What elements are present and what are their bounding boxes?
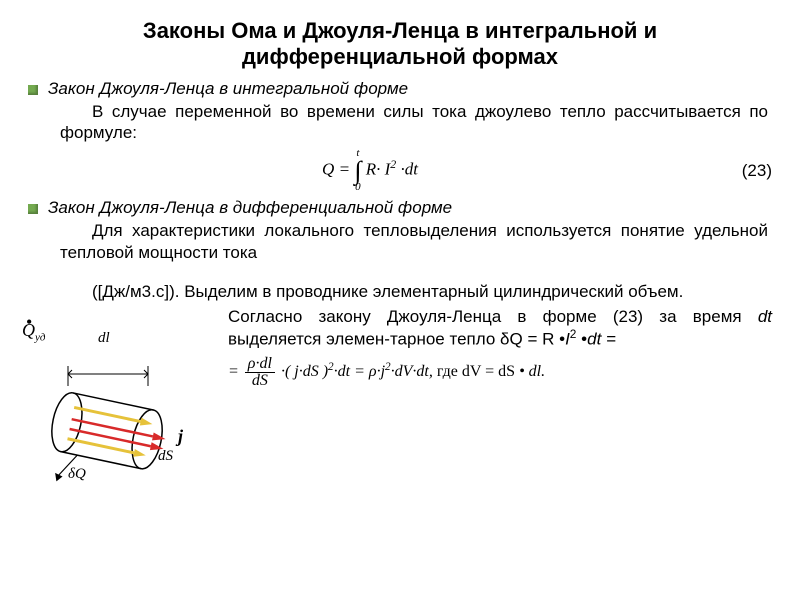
formula-23: Q = t ∫ 0 R· I2 ·dt (28, 149, 712, 192)
lower-block: dl (28, 306, 772, 486)
text3a: Согласно закону Джоуля-Ленца в форме (23… (228, 307, 758, 326)
rho: ρ (248, 355, 256, 372)
label-dl: dl (98, 330, 110, 347)
dt3: dt (416, 364, 428, 381)
sym-R: R (366, 160, 376, 179)
int-lower: 0 (355, 183, 361, 193)
section1-heading-row: Закон Джоуля-Ленца в интегральной форме (28, 79, 772, 99)
section2-text1: Для характеристики локального тепловыдел… (60, 220, 768, 263)
formula-number-23: (23) (712, 161, 772, 181)
sym-eq: = (339, 160, 355, 179)
section1-text: В случае переменной во времени силы тока… (60, 101, 768, 144)
int-symbol: ∫ (354, 159, 361, 182)
sym-sq: 2 (390, 157, 396, 171)
dl: dl (259, 355, 271, 372)
dteq: dt = (587, 330, 616, 349)
label-ds: dS (158, 448, 173, 465)
dS-den: dS (249, 373, 271, 389)
section1-heading: Закон Джоуля-Ленца в интегральной форме (48, 79, 408, 99)
formula-23-row: Q = t ∫ 0 R· I2 ·dt (23) (28, 149, 772, 192)
dt2: dt (338, 364, 350, 381)
j1: j (294, 364, 298, 381)
section2-right-column: Согласно закону Джоуля-Ленца в форме (23… (228, 306, 772, 486)
dot3: • (519, 364, 525, 381)
section2-heading-row: Закон Джоуля-Ленца в дифференциальной фо… (28, 198, 772, 218)
dV: dV (395, 364, 413, 381)
rho2: ρ (369, 364, 377, 381)
bullet-icon (28, 85, 38, 95)
frac-rho-dl-ds: ρ·dl dS (245, 356, 275, 389)
text3-dt: dt (758, 307, 772, 326)
integral-icon: t ∫ 0 (354, 149, 361, 192)
section2-heading: Закон Джоуля-Ленца в дифференциальной фо… (48, 198, 452, 218)
bullet-icon (28, 204, 38, 214)
cylinder-diagram: dl (28, 306, 228, 486)
label-dq: δQ (68, 466, 86, 483)
formula-rho: = ρ·dl dS ·( j·dS )2·dt = ρ·j2·dV·dt, гд… (228, 356, 772, 389)
label-j: j (178, 426, 183, 447)
text3b: выделяется элемен-тарное тепло δQ = R (228, 330, 554, 349)
dS1: dS (303, 364, 319, 381)
section2-text2: ([Дж/м3.с]). Выделим в проводнике элемен… (60, 281, 768, 302)
page-title: Законы Ома и Джоуля-Ленца в интегральной… (28, 18, 772, 71)
dl2: dl. (529, 364, 545, 381)
sym-Q: Q (322, 160, 334, 179)
sym-dt: dt (405, 160, 418, 179)
where: где dV = dS (437, 364, 515, 381)
